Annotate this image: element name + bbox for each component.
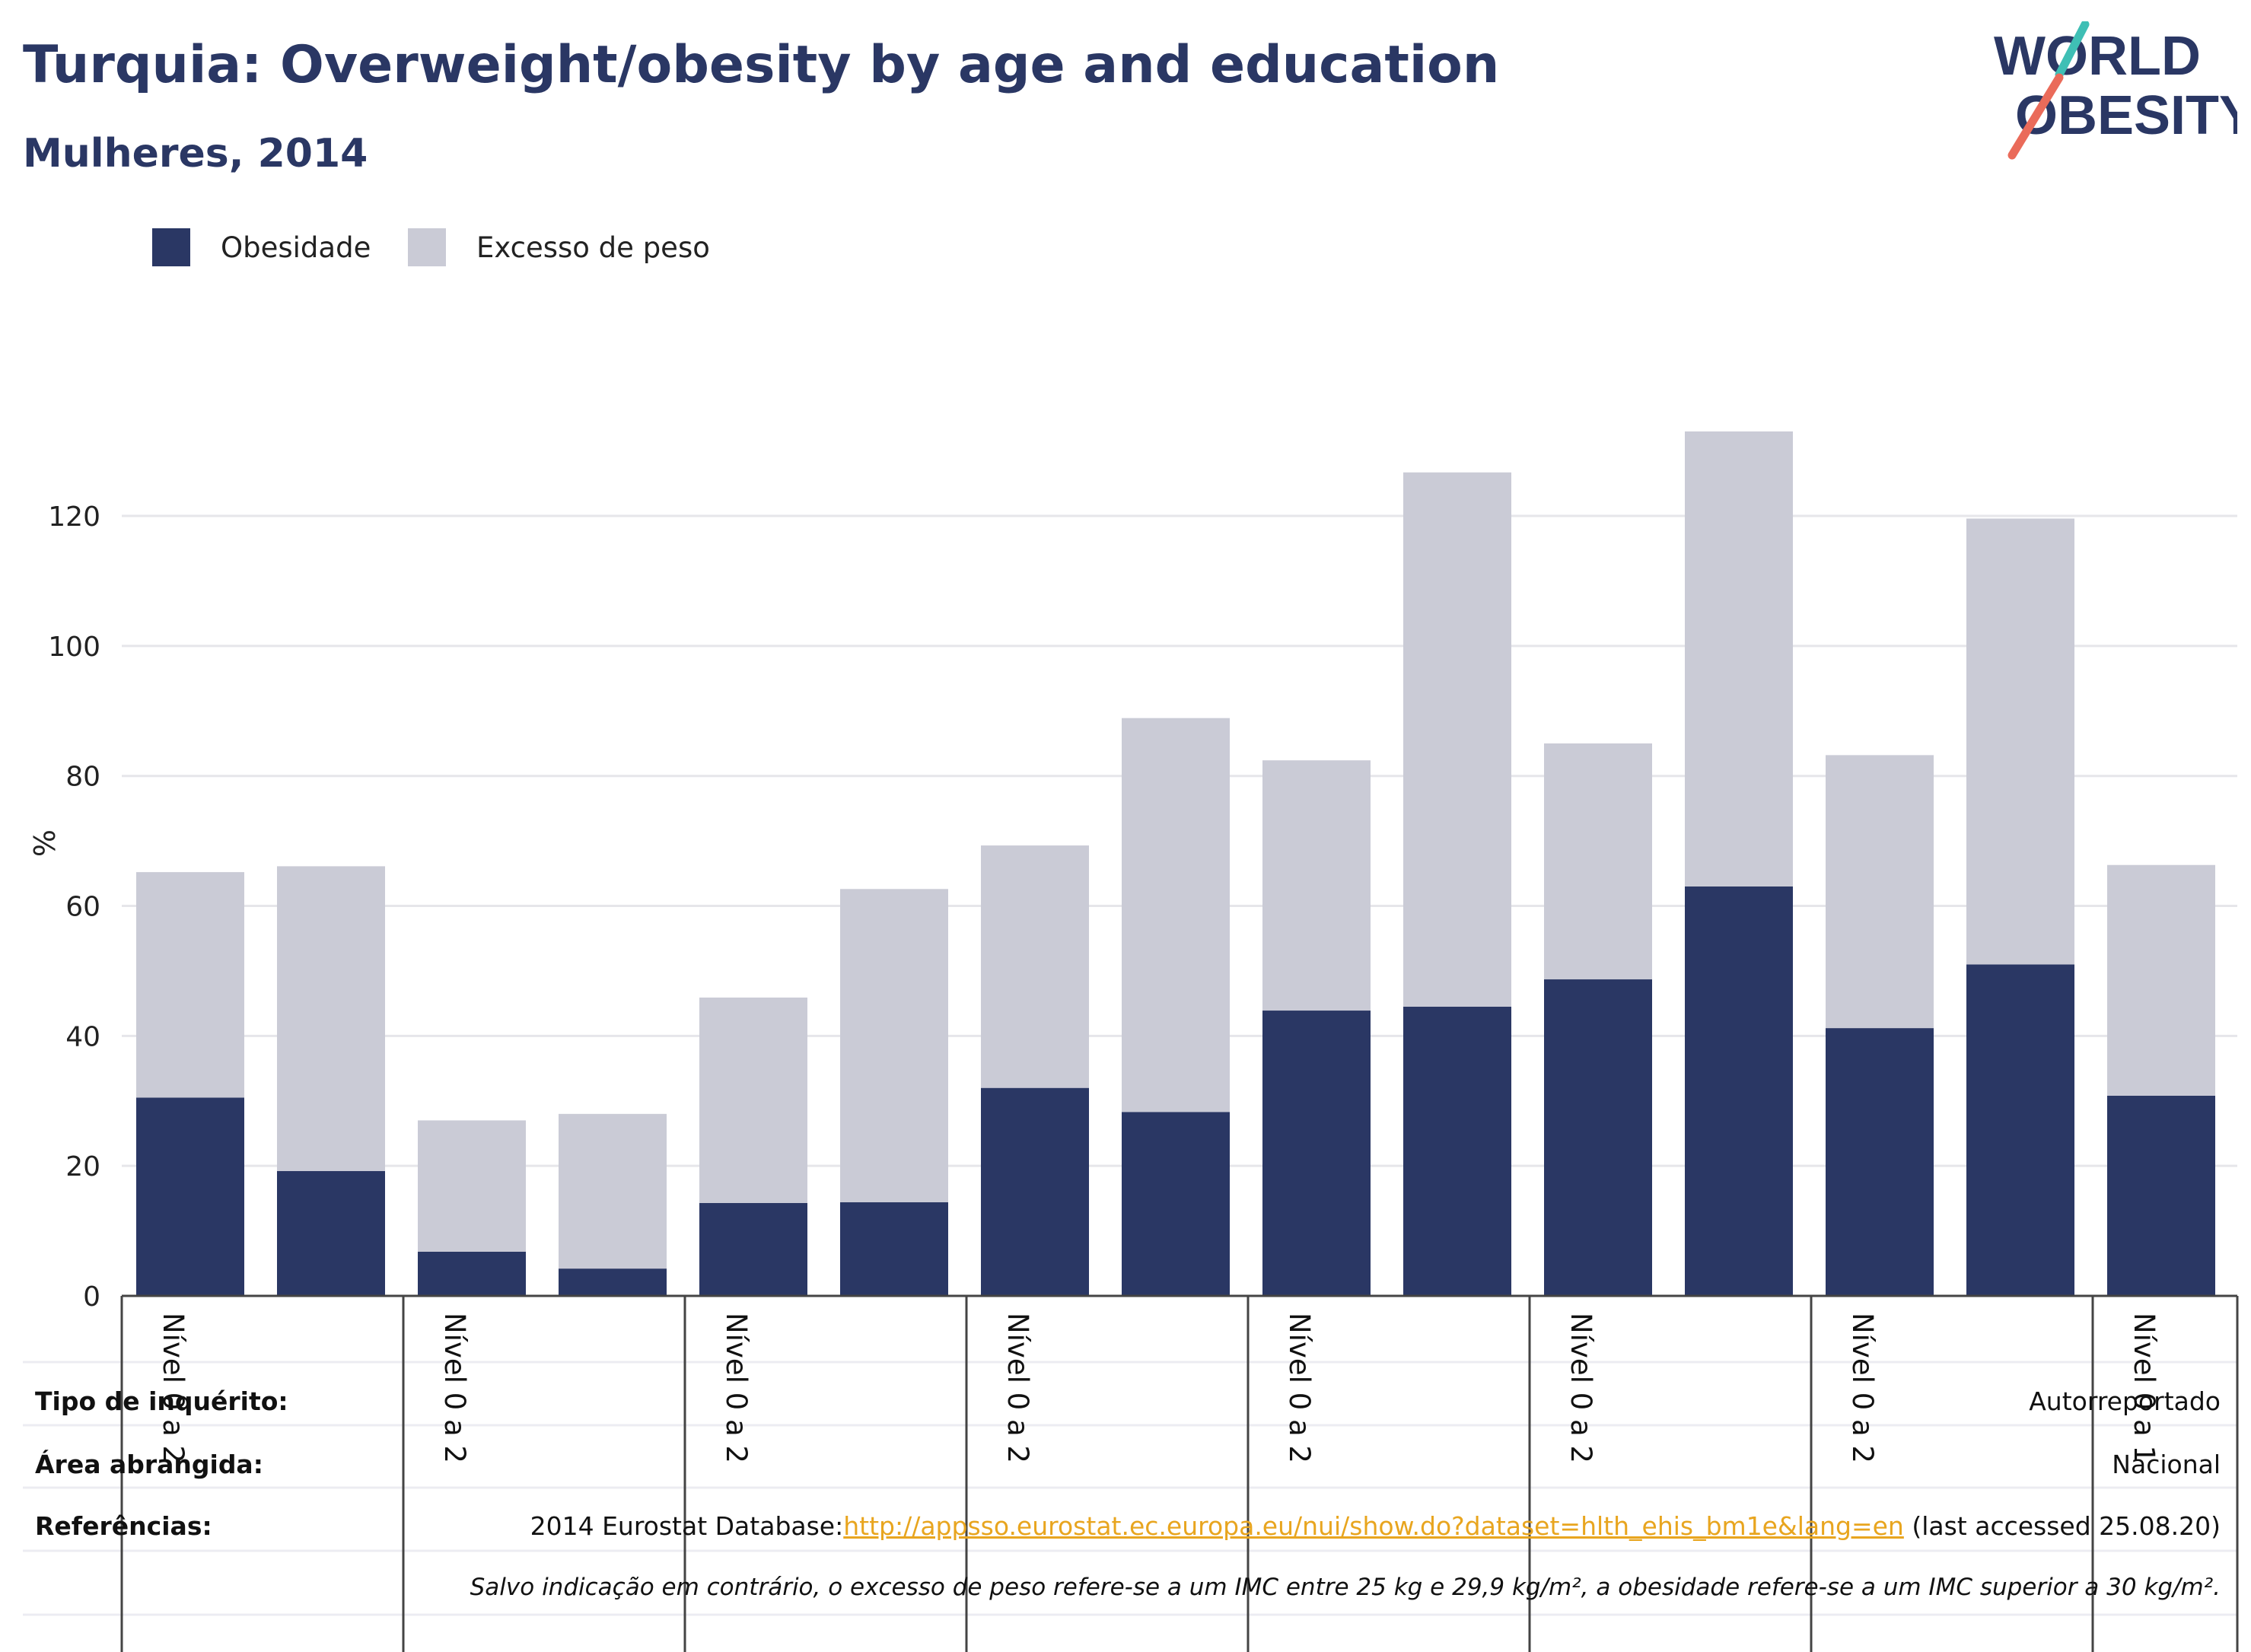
area-label: Área abrangida: bbox=[35, 1450, 263, 1479]
bar-obesidade bbox=[1544, 979, 1652, 1296]
bar-obesidade bbox=[277, 1171, 385, 1296]
bar-obesidade bbox=[981, 1087, 1089, 1296]
legend-label-obesidade: Obesidade bbox=[221, 231, 371, 264]
x-category-label: Nível 0 a 2 bbox=[438, 1313, 471, 1463]
y-tick-label: 0 bbox=[83, 1281, 100, 1313]
x-category-label: Nível 0 a 2 bbox=[1565, 1313, 1597, 1463]
x-category-label: Nível 0 a 2 bbox=[1001, 1313, 1034, 1463]
bar-obesidade bbox=[1403, 1006, 1511, 1296]
bar-obesidade bbox=[699, 1202, 807, 1296]
bar-excesso-de-peso bbox=[418, 1120, 526, 1252]
area-value: Nacional bbox=[2112, 1450, 2221, 1479]
y-tick-label: 40 bbox=[65, 1021, 100, 1052]
bar-excesso-de-peso bbox=[2107, 864, 2215, 1096]
bar-excesso-de-peso bbox=[277, 866, 385, 1172]
bar-obesidade bbox=[2107, 1095, 2215, 1296]
bar-obesidade bbox=[1122, 1112, 1230, 1296]
bar-excesso-de-peso bbox=[699, 997, 807, 1203]
y-tick-label: 100 bbox=[48, 632, 100, 663]
legend-swatch-obesidade bbox=[152, 228, 190, 266]
references-link[interactable]: http://appsso.eurostat.ec.europa.eu/nui/… bbox=[843, 1511, 1904, 1541]
y-tick-label: 120 bbox=[48, 501, 100, 533]
bar-excesso-de-peso bbox=[981, 845, 1089, 1088]
chart-title: Turquia: Overweight/obesity by age and e… bbox=[23, 35, 1500, 95]
references-suffix: (last accessed 25.08.20) bbox=[1903, 1511, 2221, 1541]
y-tick-label: 20 bbox=[65, 1151, 100, 1183]
x-category-label: Nível 0 a 2 bbox=[720, 1313, 753, 1463]
logo-slash-teal bbox=[2055, 21, 2090, 79]
legend-swatch-excesso-de-peso bbox=[408, 228, 446, 266]
bar-excesso-de-peso bbox=[1966, 518, 2074, 965]
bar-obesidade bbox=[1685, 886, 1793, 1296]
x-category-label: Nível 0 a 2 bbox=[157, 1313, 189, 1463]
bar-excesso-de-peso bbox=[840, 889, 948, 1203]
world-obesity-logo: WORLD OBESITY bbox=[1994, 21, 2237, 160]
logo-slash-coral bbox=[2007, 73, 2064, 160]
y-tick-label: 60 bbox=[65, 892, 100, 923]
chart-subtitle: Mulheres, 2014 bbox=[23, 131, 368, 177]
bar-obesidade bbox=[1966, 964, 2074, 1296]
x-category-label: Nível 0 a 2 bbox=[1846, 1313, 1879, 1463]
x-category-label: Nível 0 a 1 bbox=[2128, 1313, 2160, 1463]
bar-excesso-de-peso bbox=[1403, 472, 1511, 1007]
survey-type-label: Tipo de inquérito: bbox=[35, 1386, 288, 1416]
bar-obesidade bbox=[136, 1097, 244, 1296]
survey-type-value: Autorreportado bbox=[2029, 1386, 2221, 1416]
bar-excesso-de-peso bbox=[1685, 431, 1793, 886]
bar-excesso-de-peso bbox=[559, 1113, 667, 1269]
bar-obesidade bbox=[418, 1251, 526, 1296]
bar-excesso-de-peso bbox=[1262, 760, 1371, 1011]
references-prefix: 2014 Eurostat Database: bbox=[530, 1511, 844, 1541]
bar-excesso-de-peso bbox=[1826, 755, 1934, 1029]
references-value: 2014 Eurostat Database:http://appsso.eur… bbox=[530, 1511, 2221, 1541]
bar-obesidade bbox=[559, 1268, 667, 1296]
bar-excesso-de-peso bbox=[1544, 743, 1652, 980]
bar-obesidade bbox=[840, 1202, 948, 1296]
references-label: Referências: bbox=[35, 1511, 212, 1541]
bar-obesidade bbox=[1262, 1011, 1371, 1296]
y-axis-label: % bbox=[28, 829, 62, 857]
bar-excesso-de-peso bbox=[136, 872, 244, 1098]
y-tick-label: 80 bbox=[65, 762, 100, 793]
bar-obesidade bbox=[1826, 1028, 1934, 1296]
logo-text-world: WORLD bbox=[1994, 26, 2201, 87]
legend-label-excesso-de-peso: Excesso de peso bbox=[476, 231, 710, 264]
bar-excesso-de-peso bbox=[1122, 718, 1230, 1112]
footnote: Salvo indicação em contrário, o excesso … bbox=[470, 1574, 2221, 1601]
x-category-label: Nível 0 a 2 bbox=[1283, 1313, 1316, 1463]
